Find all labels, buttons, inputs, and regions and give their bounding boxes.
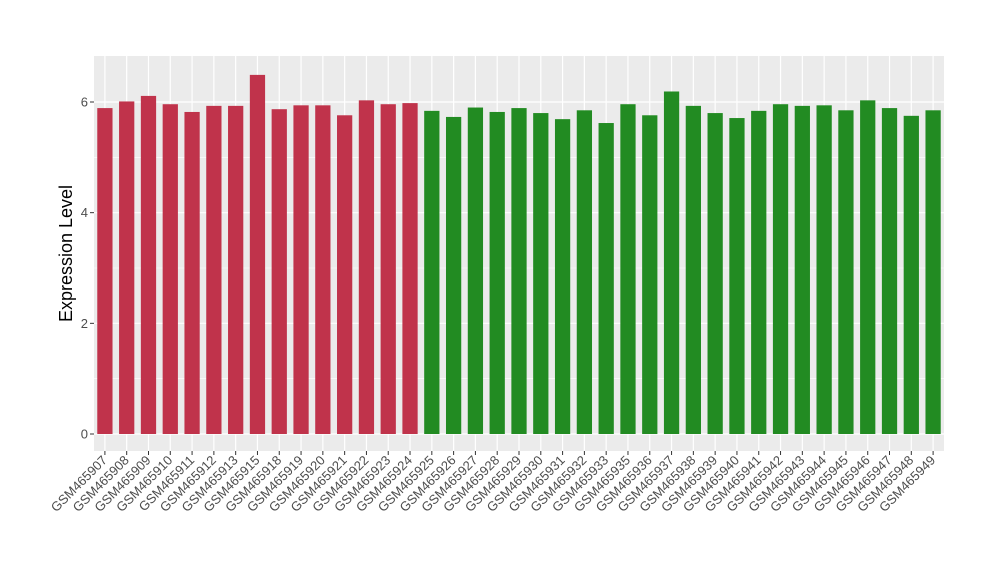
bar <box>533 113 549 435</box>
bar <box>816 105 832 434</box>
y-axis: 0 2 4 6 <box>81 95 94 442</box>
bar <box>751 110 767 434</box>
y-tick-label: 4 <box>81 205 88 220</box>
bar <box>162 104 178 435</box>
bar <box>707 113 723 435</box>
bar <box>838 110 854 435</box>
bar <box>249 74 266 435</box>
bar <box>445 116 462 434</box>
bar <box>903 115 919 434</box>
bar <box>663 91 680 434</box>
bar <box>293 105 309 434</box>
bar <box>794 105 810 434</box>
bar <box>620 104 636 435</box>
y-tick-label: 0 <box>81 427 88 442</box>
bar <box>467 107 484 435</box>
bar <box>119 101 135 435</box>
bar <box>729 118 745 435</box>
bar <box>881 108 898 434</box>
bar <box>598 123 614 434</box>
bar <box>772 104 789 435</box>
bar <box>271 109 287 435</box>
bar <box>315 105 331 434</box>
bar <box>554 119 571 435</box>
y-axis-label: Expression Level <box>56 185 76 322</box>
bars <box>97 74 941 435</box>
bar <box>140 95 157 434</box>
bar <box>402 103 418 435</box>
bar <box>206 105 222 434</box>
bar <box>685 105 701 434</box>
bar <box>424 110 440 434</box>
x-axis: GSM465907GSM465908GSM465909GSM465910GSM4… <box>48 451 938 515</box>
bar <box>925 110 941 435</box>
y-tick-label: 2 <box>81 316 88 331</box>
bar <box>337 115 353 434</box>
bar <box>489 111 505 435</box>
bar <box>511 108 527 434</box>
bar <box>97 108 113 434</box>
bar <box>184 111 200 435</box>
bar <box>228 105 244 434</box>
bar <box>380 104 396 435</box>
bar <box>358 100 375 434</box>
bar <box>576 110 593 435</box>
bar <box>642 115 658 434</box>
bar <box>860 100 876 434</box>
y-tick-label: 6 <box>81 95 88 110</box>
